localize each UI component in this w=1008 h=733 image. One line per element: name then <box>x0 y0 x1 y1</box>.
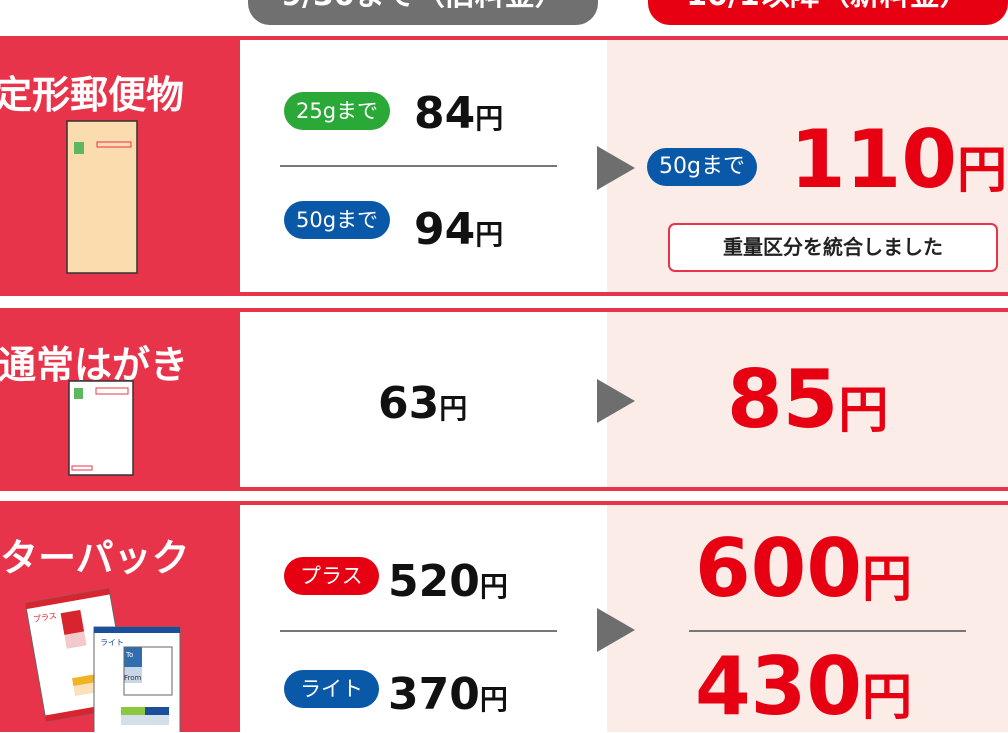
price-370: 370円 <box>388 669 508 720</box>
price-63: 63円 <box>378 378 468 429</box>
category-hagaki: 通常はがき <box>0 312 240 487</box>
divider <box>280 630 557 632</box>
tag-plus: プラス <box>284 557 379 595</box>
price-430: 430円 <box>695 640 912 733</box>
arrow-right-icon <box>597 146 635 190</box>
hagaki-new-price: 85円 <box>607 312 1008 487</box>
postcard-icon <box>68 380 134 476</box>
tag-light: ライト <box>284 670 379 708</box>
arrow-right-icon <box>597 379 635 423</box>
category-letterpack: レターパック プラス ライト To From <box>0 505 240 732</box>
category-teikei: 定形郵便物 <box>0 40 240 292</box>
arrow-right-icon <box>597 608 635 652</box>
category-label: 通常はがき <box>0 343 189 387</box>
letterpack-new-prices: 600円 430円 <box>607 505 1008 732</box>
svg-text:To: To <box>125 651 133 659</box>
divider <box>0 292 1008 296</box>
weight-tag-50g: 50gまで <box>284 201 391 239</box>
svg-text:プラス: プラス <box>32 611 57 624</box>
category-label: 定形郵便物 <box>0 73 185 117</box>
category-label: レターパック <box>0 536 190 580</box>
letterpack-old-prices: プラス 520円 ライト 370円 <box>242 505 607 732</box>
price-520: 520円 <box>388 556 508 607</box>
teikei-old-prices: 25gまで 84円 50gまで 94円 <box>242 40 607 292</box>
divider <box>0 487 1008 491</box>
old-rate-header: 9/30まで（旧料金） <box>248 0 598 25</box>
divider <box>0 501 1008 505</box>
letterpack-icon: プラス ライト To From <box>24 587 181 732</box>
old-rate-header-text: 9/30まで（旧料金） <box>281 0 565 13</box>
price-110: 110円 <box>790 113 1007 206</box>
svg-text:ライト: ライト <box>100 638 124 647</box>
divider <box>689 630 966 632</box>
price-84: 84円 <box>414 88 504 139</box>
envelope-icon <box>66 120 138 274</box>
divider <box>0 308 1008 312</box>
teikei-new-price: 50gまで 110円 重量区分を統合しました <box>607 40 1008 292</box>
price-600: 600円 <box>695 522 912 615</box>
new-rate-header-text: 10/1以降（新料金） <box>686 0 970 13</box>
divider <box>0 36 1008 40</box>
svg-text:From: From <box>124 674 142 682</box>
note-callout: 重量区分を統合しました <box>668 223 998 272</box>
new-rate-header: 10/1以降（新料金） <box>648 0 1008 25</box>
weight-tag-50g-new: 50gまで <box>647 148 757 186</box>
hagaki-old-price: 63円 <box>242 312 607 487</box>
price-85: 85円 <box>727 353 889 446</box>
divider <box>280 165 557 167</box>
weight-tag-25g: 25gまで <box>284 92 391 130</box>
price-94: 94円 <box>414 204 504 255</box>
